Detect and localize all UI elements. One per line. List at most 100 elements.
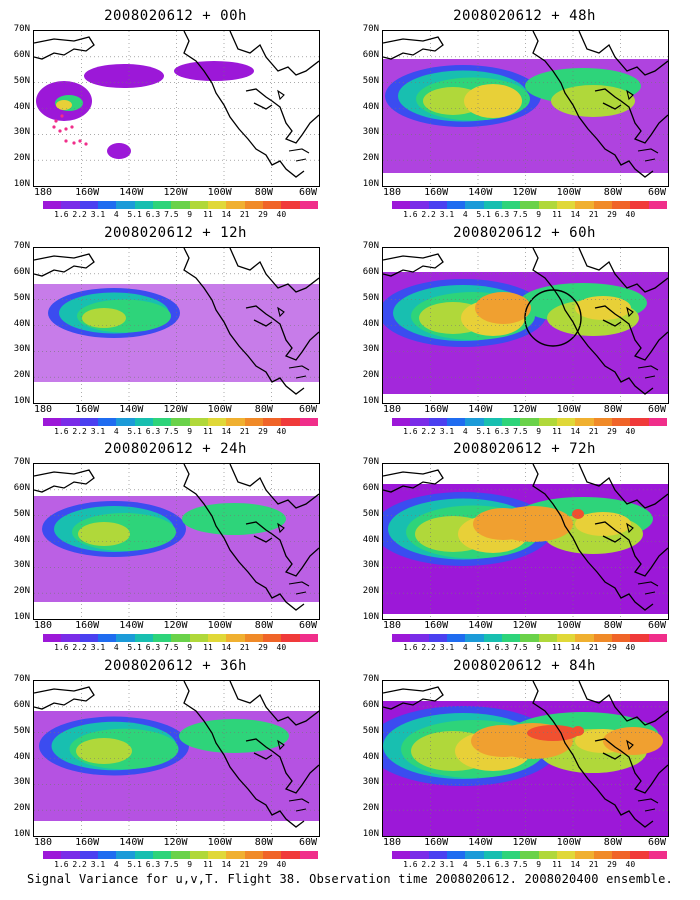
colorbar-label: 9 xyxy=(536,860,542,869)
y-tick-label: 30N xyxy=(13,777,30,788)
colorbar-swatch xyxy=(171,634,190,642)
colorbar-swatch xyxy=(244,851,263,859)
colorbar-swatch xyxy=(538,634,557,642)
colorbar-label: 11 xyxy=(203,427,213,436)
colorbar-swatch xyxy=(116,851,135,859)
y-tick-label: 40N xyxy=(362,318,379,329)
map-plot xyxy=(33,680,320,837)
colorbar-swatch xyxy=(97,634,117,642)
y-tick-label: 60N xyxy=(362,699,379,710)
colorbar xyxy=(43,201,318,209)
x-tick-label: 60W xyxy=(298,620,318,631)
variance-field xyxy=(34,248,319,403)
colorbar-label: 5.1 xyxy=(476,860,491,869)
y-tick-label: 10N xyxy=(13,612,30,622)
colorbar-swatch xyxy=(410,201,429,209)
panel-title: 2008020612 + 00h xyxy=(104,8,247,24)
colorbar-label: 9 xyxy=(536,427,542,436)
colorbar-label: 5.1 xyxy=(127,643,142,652)
colorbar-label: 11 xyxy=(552,210,562,219)
x-tick-label: 80W xyxy=(254,187,273,198)
colorbar-swatch xyxy=(556,851,576,859)
colorbar-label: 3.1 xyxy=(90,643,106,652)
x-tick-label: 140W xyxy=(119,404,144,415)
colorbar-swatch xyxy=(116,634,135,642)
x-tick-label: 60W xyxy=(298,837,318,848)
colorbar-label: 3.1 xyxy=(90,860,106,869)
x-tick-label: 100W xyxy=(207,620,232,631)
y-tick-label: 70N xyxy=(362,241,379,251)
y-tick-label: 10N xyxy=(13,396,30,406)
colorbar-swatch xyxy=(593,634,612,642)
x-tick-label: 140W xyxy=(119,620,144,631)
colorbar-label: 29 xyxy=(607,427,617,436)
x-tick-label: 80W xyxy=(254,404,273,415)
colorbar-swatch xyxy=(611,634,631,642)
x-tick-label: 120W xyxy=(163,620,188,631)
colorbar-label: 4 xyxy=(462,210,468,219)
colorbar-swatch xyxy=(501,634,521,642)
colorbar-swatch xyxy=(648,418,667,426)
colorbar-swatch xyxy=(262,418,282,426)
colorbar-swatch xyxy=(281,634,300,642)
colorbar-label: 14 xyxy=(570,427,581,436)
x-tick-label: 120W xyxy=(512,187,537,198)
colorbar-label: 14 xyxy=(570,210,581,219)
colorbar-label: 14 xyxy=(221,643,232,652)
colorbar xyxy=(43,851,318,859)
y-tick-label: 70N xyxy=(13,457,30,467)
x-tick-label: 160W xyxy=(424,837,449,848)
colorbar-label: 40 xyxy=(625,860,636,869)
colorbar-label: 6.3 xyxy=(145,643,161,652)
x-tick-label: 120W xyxy=(512,620,537,631)
y-tick-label: 20N xyxy=(362,803,379,814)
colorbar-label: 3.1 xyxy=(90,210,106,219)
colorbar-swatch xyxy=(299,201,318,209)
colorbar-swatch xyxy=(299,634,318,642)
x-tick-label: 100W xyxy=(207,187,232,198)
colorbar-swatch xyxy=(392,634,411,642)
colorbar-label: 9 xyxy=(187,210,193,219)
colorbar-swatch xyxy=(630,634,649,642)
colorbar-label: 40 xyxy=(276,643,287,652)
colorbar-label: 4 xyxy=(462,643,468,652)
y-tick-label: 20N xyxy=(362,586,379,597)
colorbar-swatch xyxy=(410,634,429,642)
colorbar-swatch xyxy=(428,634,447,642)
x-tick-label: 100W xyxy=(556,404,581,415)
map-plot xyxy=(33,463,320,620)
x-tick-label: 160W xyxy=(75,187,100,198)
colorbar-swatch xyxy=(392,418,411,426)
colorbar xyxy=(392,201,667,209)
colorbar-swatch xyxy=(207,634,227,642)
colorbar-swatch xyxy=(134,201,153,209)
colorbar-label: 7.5 xyxy=(164,643,179,652)
map-plot xyxy=(382,680,669,837)
colorbar-swatch xyxy=(299,851,318,859)
colorbar-swatch xyxy=(630,418,649,426)
colorbar-label: 3.1 xyxy=(439,860,455,869)
variance-field xyxy=(34,464,319,619)
colorbar-swatch xyxy=(97,201,117,209)
colorbar-label: 9 xyxy=(187,860,193,869)
y-tick-label: 70N xyxy=(362,24,379,34)
colorbar-swatch xyxy=(134,851,153,859)
panel-title: 2008020612 + 24h xyxy=(104,441,247,457)
y-tick-label: 10N xyxy=(13,829,30,839)
colorbar-swatch xyxy=(116,418,135,426)
colorbar-swatch xyxy=(281,851,300,859)
colorbar-swatch xyxy=(520,851,539,859)
colorbar-swatch xyxy=(299,418,318,426)
y-tick-label: 60N xyxy=(362,266,379,277)
colorbar-label: 5.1 xyxy=(476,427,491,436)
colorbar-label: 6.3 xyxy=(494,210,510,219)
map-plot xyxy=(382,463,669,620)
colorbar-label: 40 xyxy=(625,210,636,219)
x-tick-label: 140W xyxy=(468,620,493,631)
colorbar-label: 1.6 xyxy=(54,210,69,219)
y-tick-label: 30N xyxy=(362,127,379,138)
y-tick-label: 70N xyxy=(13,24,30,34)
colorbar-label: 40 xyxy=(276,860,287,869)
map-plot xyxy=(33,30,320,187)
colorbar-label: 6.3 xyxy=(494,427,510,436)
